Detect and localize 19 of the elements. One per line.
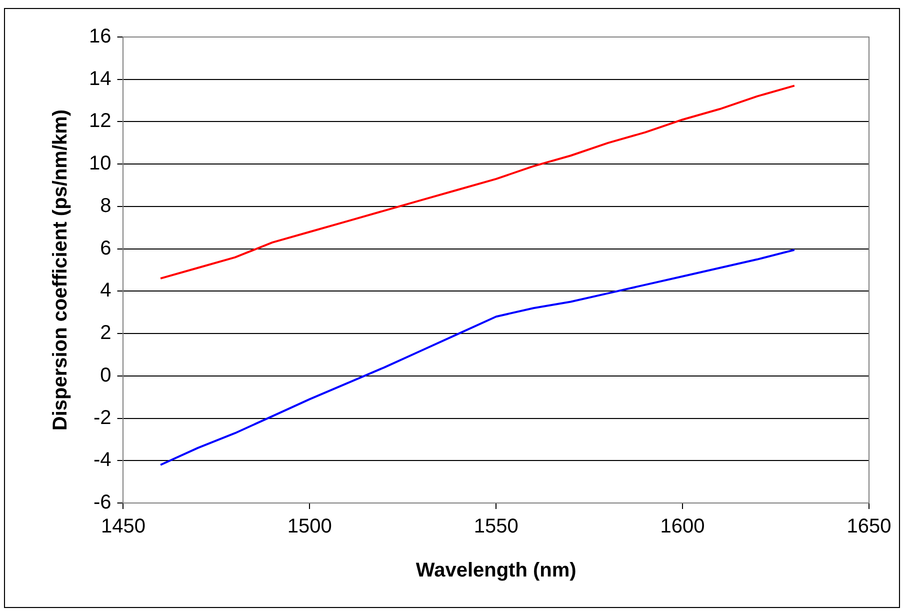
x-tick-label: 1550 <box>474 516 518 538</box>
x-tick-label: 1600 <box>660 516 705 538</box>
y-tick-label: 2 <box>100 322 112 344</box>
y-tick-label: 14 <box>88 68 112 90</box>
y-tick-label: 8 <box>100 194 112 217</box>
y-axis-title: Dispersion coefficient (ps/nm/km) <box>50 109 72 431</box>
y-tick-label: -6 <box>93 492 112 514</box>
x-tick-label: 1500 <box>287 516 332 538</box>
y-tick-label: -4 <box>93 449 112 472</box>
y-tick-label: -2 <box>93 406 112 429</box>
x-tick-label: 1650 <box>846 516 892 538</box>
y-tick-label: 12 <box>88 110 112 132</box>
y-tick-label: 10 <box>88 152 112 175</box>
x-tick-label: 1450 <box>100 516 146 538</box>
x-axis-title: Wavelength (nm) <box>416 560 576 582</box>
y-tick-label: 0 <box>100 364 112 386</box>
y-tick-label: 16 <box>88 26 112 48</box>
y-tick-label: 6 <box>100 237 112 260</box>
y-tick-label: 4 <box>100 280 112 302</box>
